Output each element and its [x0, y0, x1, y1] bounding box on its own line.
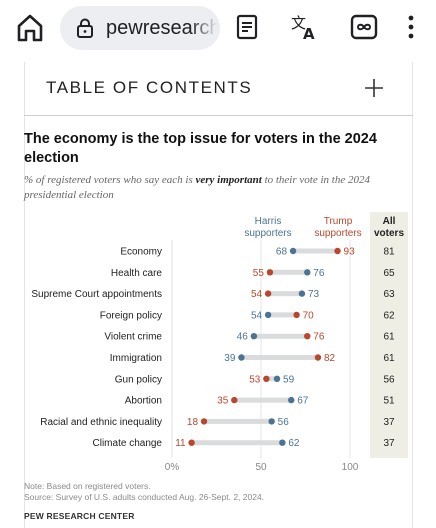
svg-text:文: 文: [291, 14, 306, 32]
trump-value-label: 18: [187, 417, 199, 428]
all-voters-value: 56: [383, 374, 395, 385]
trump-value-label: 93: [344, 247, 356, 258]
harris-value-label: 76: [313, 268, 325, 279]
subtitle-text-end: to their vote in the 2024 presidential e…: [24, 174, 370, 201]
table-of-contents[interactable]: TABLE OF CONTENTS: [24, 62, 413, 116]
trump-dot: [314, 354, 322, 361]
all-voters-column-bg: [370, 212, 408, 458]
subtitle-emphasis: very important: [195, 174, 262, 186]
harris-dot: [264, 311, 272, 319]
trump-value-label: 70: [303, 310, 315, 321]
x-tick-label: 50: [255, 462, 267, 473]
harris-dot: [250, 333, 258, 340]
harris-dot: [289, 247, 297, 255]
lock-icon[interactable]: [74, 17, 96, 39]
harris-dot: [238, 354, 245, 361]
tabs-infinity-icon[interactable]: [350, 14, 378, 40]
harris-value-label: 73: [308, 289, 320, 300]
harris-dot: [298, 290, 306, 297]
all-voters-value: 62: [383, 310, 395, 321]
harris-dot: [273, 375, 281, 382]
all-voters-value: 63: [383, 289, 395, 300]
dot-plot-chart: HarrissupportersTrumpsupportersAllvoters…: [31, 212, 408, 473]
category-label: Immigration: [110, 353, 162, 364]
harris-value-label: 62: [288, 438, 300, 449]
x-tick-label: 0%: [165, 462, 180, 473]
all-voters-value: 37: [383, 417, 395, 428]
all-voters-value: 81: [383, 247, 395, 258]
category-label: Economy: [120, 247, 162, 258]
address-bar[interactable]: pewresearch: [60, 6, 220, 50]
legend-harris-line2: supporters: [244, 228, 291, 239]
subtitle-text: % of registered voters who say each is: [24, 174, 196, 186]
harris-dot: [268, 418, 275, 425]
legend-all-line1: All: [383, 216, 396, 227]
harris-value-label: 59: [283, 374, 295, 385]
home-icon[interactable]: [14, 12, 46, 44]
category-label: Racial and ethnic inequality: [40, 417, 162, 428]
harris-value-label: 46: [237, 332, 249, 343]
chart-title: The economy is the top issue for voters …: [24, 131, 377, 166]
trump-dot: [188, 439, 195, 446]
trump-dot: [334, 247, 341, 255]
trump-value-label: 53: [249, 374, 261, 385]
category-label: Gun policy: [115, 374, 162, 385]
harris-dot: [304, 269, 311, 276]
category-label: Abortion: [125, 396, 162, 407]
trump-dot: [264, 290, 272, 297]
chart-note: Note: Based on registered voters. Source…: [24, 481, 264, 503]
all-voters-value: 65: [383, 268, 395, 279]
legend-harris-line1: Harris: [255, 216, 282, 227]
trump-dot: [231, 396, 238, 404]
browser-toolbar: pewresearch 文 A: [0, 0, 436, 60]
legend-all-line2: voters: [374, 228, 404, 239]
url-text[interactable]: pewresearch: [106, 17, 218, 39]
note-text: Note: Based on registered voters.: [24, 481, 151, 491]
category-label: Foreign policy: [100, 310, 162, 321]
chart-subtitle: % of registered voters who say each is v…: [24, 173, 414, 203]
all-voters-value: 61: [383, 353, 395, 364]
harris-value-label: 56: [278, 417, 290, 428]
page-frame: [24, 62, 413, 528]
source-text: Source: Survey of U.S. adults conducted …: [24, 492, 265, 502]
trump-value-label: 55: [253, 268, 265, 279]
all-voters-value: 61: [383, 332, 395, 343]
category-label: Health care: [111, 268, 163, 279]
toc-title: TABLE OF CONTENTS: [46, 78, 253, 97]
category-label: Climate change: [93, 438, 163, 449]
plus-icon[interactable]: [364, 78, 384, 98]
trump-dot: [200, 418, 208, 425]
harris-value-label: 39: [224, 353, 236, 364]
category-label: Violent crime: [104, 332, 162, 343]
trump-value-label: 54: [251, 289, 263, 300]
harris-dot: [279, 439, 286, 446]
x-tick-label: 100: [342, 462, 359, 473]
all-voters-value: 51: [383, 396, 395, 407]
harris-value-label: 67: [297, 396, 309, 407]
all-voters-value: 37: [383, 438, 395, 449]
harris-value-label: 54: [251, 310, 263, 321]
legend-trump-line2: supporters: [314, 228, 361, 239]
reader-mode-icon[interactable]: [236, 14, 258, 40]
trump-value-label: 82: [324, 353, 336, 364]
trump-value-label: 35: [217, 396, 229, 407]
translate-icon[interactable]: 文 A: [290, 12, 320, 42]
trump-dot: [266, 269, 274, 276]
legend-trump-line1: Trump: [324, 216, 353, 227]
harris-dot: [288, 396, 295, 404]
trump-dot: [263, 375, 270, 382]
brand-credit: PEW RESEARCH CENTER: [24, 511, 135, 521]
trump-dot: [304, 333, 311, 340]
harris-value-label: 68: [276, 247, 288, 258]
category-label: Supreme Court appointments: [31, 289, 162, 300]
trump-value-label: 11: [175, 438, 186, 449]
svg-text:A: A: [303, 25, 315, 42]
trump-dot: [293, 311, 300, 319]
overflow-menu-icon[interactable]: [404, 12, 418, 42]
trump-value-label: 76: [313, 332, 325, 343]
